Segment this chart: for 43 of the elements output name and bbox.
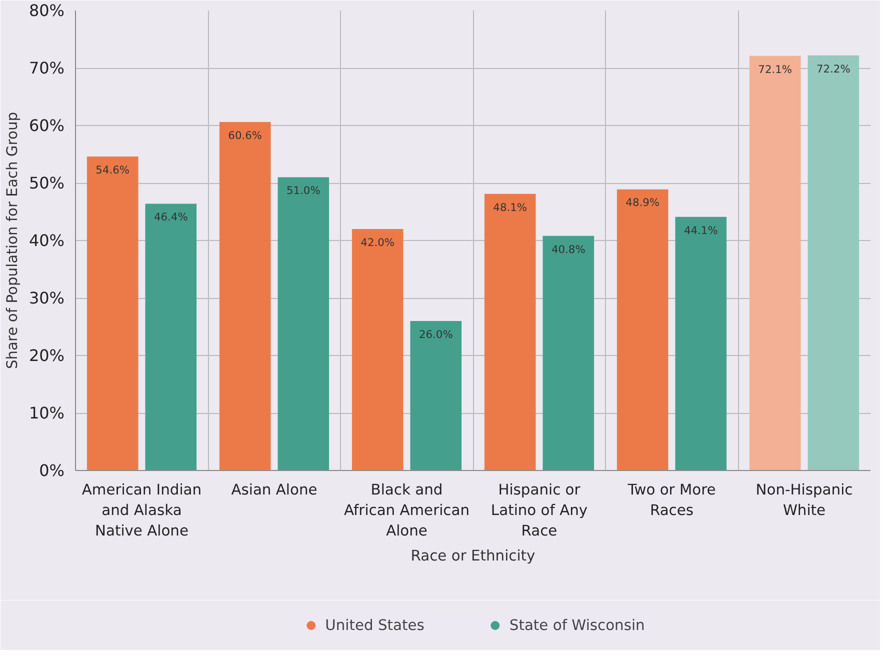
x-axis-title: Race or Ethnicity xyxy=(410,547,536,564)
data-label: 60.6% xyxy=(228,128,262,142)
bar xyxy=(542,236,594,470)
bar xyxy=(145,204,197,470)
data-label: 48.1% xyxy=(493,200,528,214)
y-tick-label: 30% xyxy=(28,288,64,308)
bar xyxy=(808,55,860,470)
data-label: 42.0% xyxy=(360,236,395,249)
bar xyxy=(352,229,404,470)
y-tick-label: 60% xyxy=(28,116,64,135)
bar xyxy=(219,122,271,470)
data-label: 72.1% xyxy=(758,62,792,76)
data-label: 48.9% xyxy=(626,196,660,210)
x-tick-label: Black and African American Alone xyxy=(344,482,470,540)
data-label: 72.2% xyxy=(816,62,850,76)
data-label: 46.4% xyxy=(154,210,188,224)
bar xyxy=(675,216,727,470)
x-tick-label: American Indian and Alaska Native Alone xyxy=(82,482,202,540)
legend-label: United States xyxy=(325,616,424,634)
x-tick-label: Non-Hispanic White xyxy=(756,482,853,519)
legend-label: State of Wisconsin xyxy=(509,616,645,634)
y-axis-title: Share of Population for Each Group xyxy=(4,112,21,370)
data-label: 54.6% xyxy=(96,163,130,176)
y-tick-label: 20% xyxy=(28,346,64,365)
y-tick-label: 80% xyxy=(28,1,64,20)
data-label: 40.8% xyxy=(551,242,586,256)
bar xyxy=(86,156,138,470)
bar xyxy=(616,189,668,470)
bar xyxy=(410,321,462,470)
bar xyxy=(278,177,330,470)
y-tick-label: 70% xyxy=(28,58,64,78)
x-tick-label: Two or More Races xyxy=(626,482,716,519)
y-tick-label: 0% xyxy=(39,461,65,480)
y-tick-label: 40% xyxy=(28,231,64,250)
data-label: 26.0% xyxy=(418,328,453,341)
y-tick-label: 50% xyxy=(28,174,64,192)
y-tick-label: 10% xyxy=(28,404,64,422)
x-tick-label: Asian Alone xyxy=(231,482,318,498)
data-label: 51.0% xyxy=(286,184,320,198)
data-label: 44.1% xyxy=(684,224,718,237)
bar xyxy=(484,194,536,470)
x-tick-label: Hispanic or Latino of Any Race xyxy=(490,482,588,540)
bar xyxy=(749,56,801,470)
